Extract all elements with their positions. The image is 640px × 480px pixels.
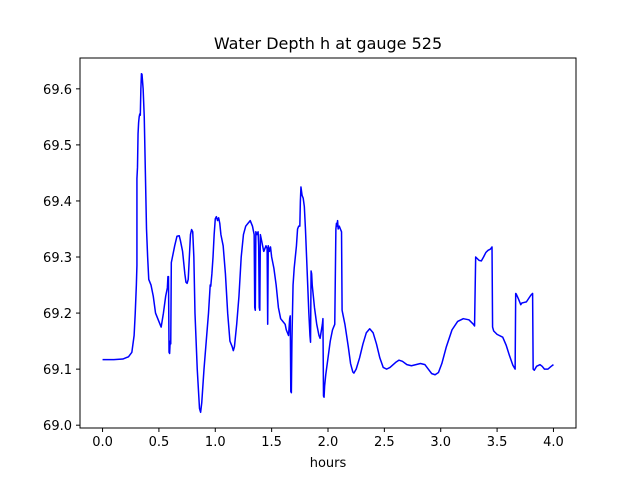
y-tick-label: 69.2: [43, 307, 72, 322]
plot-area-frame: [79, 57, 577, 429]
y-tick-label: 69.4: [43, 195, 72, 210]
x-tick-label: 0.5: [149, 435, 170, 450]
x-tick-label: 3.5: [487, 435, 508, 450]
y-tick-label: 69.0: [43, 419, 72, 434]
x-tick-label: 4.0: [543, 435, 564, 450]
y-tick-label: 69.1: [43, 363, 72, 378]
y-axis: 69.0 69.1 69.2 69.3 69.4 69.5 69.6: [43, 83, 80, 434]
x-tick-label: 3.0: [430, 435, 451, 450]
series-layer: [102, 72, 554, 414]
x-tick-label: 2.5: [374, 435, 395, 450]
x-tick-label: 1.0: [205, 435, 226, 450]
x-tick-label: 0.0: [92, 435, 113, 450]
series-line: [102, 72, 554, 414]
x-axis: 0.0 0.5 1.0 1.5 2.0 2.5 3.0 3.5 4.0: [92, 428, 564, 450]
y-tick-label: 69.6: [43, 83, 72, 98]
y-tick-label: 69.5: [43, 139, 72, 154]
chart-title: Water Depth h at gauge 525: [214, 34, 442, 53]
x-axis-label: hours: [310, 456, 347, 471]
x-tick-label: 2.0: [318, 435, 339, 450]
y-tick-label: 69.3: [43, 251, 72, 266]
x-tick-label: 1.5: [261, 435, 282, 450]
